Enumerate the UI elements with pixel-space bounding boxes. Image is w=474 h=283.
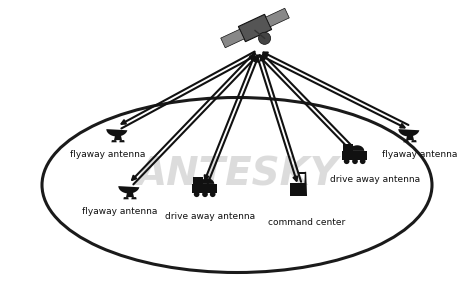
Polygon shape bbox=[411, 140, 417, 142]
Polygon shape bbox=[126, 187, 134, 197]
Polygon shape bbox=[266, 8, 289, 27]
Polygon shape bbox=[403, 140, 409, 142]
Polygon shape bbox=[343, 144, 353, 151]
Polygon shape bbox=[350, 145, 364, 151]
Polygon shape bbox=[118, 186, 139, 194]
Circle shape bbox=[194, 191, 200, 197]
Polygon shape bbox=[238, 14, 272, 42]
Circle shape bbox=[202, 191, 208, 197]
Polygon shape bbox=[123, 197, 128, 199]
Text: ANTESKY: ANTESKY bbox=[136, 156, 338, 194]
Polygon shape bbox=[290, 183, 306, 196]
Polygon shape bbox=[111, 140, 117, 142]
Text: flyaway antenna: flyaway antenna bbox=[82, 207, 158, 216]
Circle shape bbox=[352, 158, 358, 164]
Text: drive away antenna: drive away antenna bbox=[330, 175, 420, 184]
Polygon shape bbox=[119, 140, 125, 142]
Polygon shape bbox=[193, 177, 203, 184]
Polygon shape bbox=[342, 151, 367, 160]
Circle shape bbox=[344, 158, 349, 164]
Text: command center: command center bbox=[268, 218, 346, 227]
Polygon shape bbox=[114, 130, 122, 140]
Polygon shape bbox=[131, 197, 137, 199]
Text: flyaway antenna: flyaway antenna bbox=[70, 150, 146, 159]
Circle shape bbox=[210, 191, 216, 197]
Text: flyaway antenna: flyaway antenna bbox=[383, 150, 458, 159]
Polygon shape bbox=[398, 129, 419, 136]
Polygon shape bbox=[406, 130, 414, 140]
Polygon shape bbox=[298, 172, 305, 174]
Polygon shape bbox=[304, 172, 307, 196]
Text: drive away antenna: drive away antenna bbox=[165, 212, 255, 221]
Circle shape bbox=[258, 32, 271, 44]
Circle shape bbox=[360, 158, 365, 164]
Polygon shape bbox=[200, 178, 214, 184]
Ellipse shape bbox=[42, 98, 432, 273]
Polygon shape bbox=[192, 184, 217, 193]
Polygon shape bbox=[106, 129, 128, 136]
Polygon shape bbox=[221, 29, 244, 48]
